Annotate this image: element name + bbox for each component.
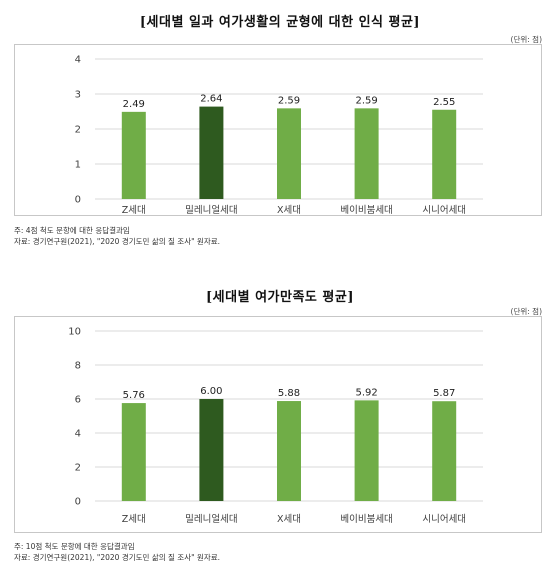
data-label: 2.59: [355, 95, 377, 106]
y-tick-label: 4: [75, 55, 81, 66]
x-tick-label: 베이비붐세대: [340, 205, 392, 216]
y-tick-label: 0: [75, 195, 81, 206]
data-label: 2.64: [200, 94, 222, 105]
bar: [432, 401, 457, 501]
chart-frame: 0 1 2 3 4 2.49 Z세대 2.64 밀레니얼세대 2.59 X세대 2.59 베이비붐세대 2…: [14, 44, 542, 216]
x-tick-label: 밀레니얼세대: [185, 513, 237, 525]
chart-title: [세대별 여가만족도 평균]: [206, 290, 354, 305]
data-label: 6.00: [200, 386, 222, 397]
x-tick-label: 베이비붐세대: [340, 514, 392, 525]
bar: [432, 109, 457, 199]
unit-label: (단위: 점): [510, 35, 542, 44]
bar-chart: 0 1 2 3 4 2.49 Z세대 2.64 밀레니얼세대 2.59 X세대 2.59 베이비붐세대 2…: [75, 55, 483, 216]
y-tick-label: 6: [75, 395, 81, 406]
x-tick-label: 시니어세대: [422, 205, 466, 216]
y-tick-label: 10: [68, 327, 81, 338]
bar: [199, 106, 224, 199]
x-tick-label: 시니어세대: [422, 514, 466, 525]
data-label: 2.49: [123, 99, 145, 110]
x-tick-label: Z세대: [122, 514, 146, 525]
x-tick-label: 밀레니얼세대: [185, 204, 237, 216]
y-tick-label: 0: [75, 497, 81, 508]
bar: [354, 400, 379, 501]
y-tick-label: 3: [75, 90, 81, 101]
y-tick-label: 4: [75, 429, 81, 440]
bar: [199, 399, 224, 501]
data-label: 5.76: [123, 390, 145, 401]
data-label: 5.92: [355, 387, 377, 398]
x-tick-label: Z세대: [122, 205, 146, 216]
footnote: 주: 4점 척도 문항에 대한 응답결과임: [14, 226, 130, 235]
y-tick-label: 2: [75, 125, 81, 136]
source-note: 자료: 경기연구원(2021), "2020 경기도민 삶의 질 조사" 원자료…: [14, 553, 221, 562]
y-tick-label: 1: [75, 160, 81, 171]
data-label: 5.87: [433, 388, 455, 399]
y-tick-label: 8: [75, 361, 81, 372]
data-label: 5.88: [278, 388, 300, 399]
bar-chart: 0 2 4 6 8 10 5.76 Z세대 6.00 밀레니얼세대 5.88 X세대 5.92 베이비붐세…: [68, 327, 483, 525]
y-tick-label: 2: [75, 463, 81, 474]
x-tick-label: X세대: [277, 514, 301, 525]
data-label: 2.55: [433, 97, 455, 108]
chart-frame: 0 2 4 6 8 10 5.76 Z세대 6.00 밀레니얼세대 5.88 X세대 5.92 베이비붐세…: [14, 316, 542, 533]
x-tick-label: X세대: [277, 205, 301, 216]
footnote: 주: 10점 척도 문항에 대한 응답결과임: [14, 542, 135, 551]
bar: [277, 401, 301, 501]
bar: [121, 403, 146, 501]
bar: [121, 111, 146, 199]
bar: [277, 108, 301, 199]
chart-title: [세대별 일과 여가생활의 균형에 대한 인식 평균]: [139, 15, 421, 30]
data-label: 2.59: [278, 95, 300, 106]
bar: [354, 108, 379, 199]
unit-label: (단위: 점): [510, 307, 542, 316]
source-note: 자료: 경기연구원(2021), "2020 경기도민 삶의 질 조사" 원자료…: [14, 237, 221, 246]
